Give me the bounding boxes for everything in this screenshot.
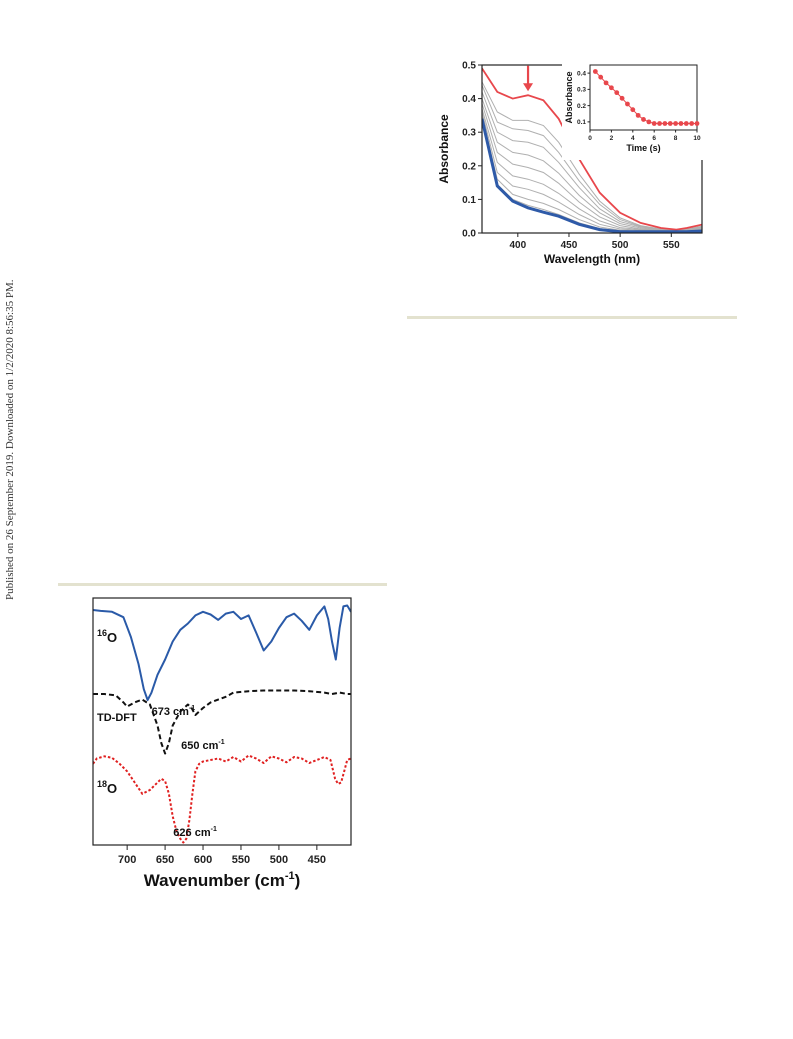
uv-y-axis-label: Absorbance [437, 114, 451, 184]
ir-x-tick-label: 450 [308, 854, 326, 866]
ir-x-tick-label: 600 [194, 854, 212, 866]
inset-data-point [625, 101, 630, 107]
download-stamp: Published on 26 September 2019. Download… [4, 279, 16, 600]
series-label-18o: 18O [97, 779, 117, 796]
uv-series-line-initial [482, 67, 702, 231]
inset-y-axis-label: Absorbance [564, 71, 574, 123]
uv-vis-plot-area: 400 450 500 550 0.0 0.1 0.2 0.3 0.4 0.5 [462, 61, 703, 251]
ir-spectrum-chart: 700 650 600 550 500 450 Wavenumber (cm-1) 16O… [92, 597, 352, 890]
uv-x-tick-label: 450 [561, 240, 578, 251]
inset-x-tick-label: 0 [588, 135, 592, 142]
inset-data-point [646, 119, 652, 125]
inset-data-point [673, 121, 678, 126]
decrease-arrow-icon [523, 83, 534, 92]
inset-frame [589, 64, 698, 131]
inset-data-point [603, 80, 609, 86]
inset-data-point [667, 121, 673, 126]
inset-x-tick-label: 2 [610, 135, 614, 142]
inset-data-point [630, 107, 636, 113]
inset-data-point [619, 95, 625, 101]
inset-data-point [694, 121, 700, 126]
uv-y-tick-label: 0.5 [462, 61, 476, 72]
inset-y-tick-label: 0.3 [577, 87, 586, 94]
kinetics-inset-chart: 0 2 4 6 8 10 0.1 0.2 0.3 0.4 [562, 59, 703, 160]
ir-series-line [93, 604, 351, 701]
inset-data-point [614, 90, 620, 96]
series-label-16o: 16O [97, 628, 117, 645]
peak-annotation-650: 650 cm-1 [181, 739, 225, 752]
inset-data-point [609, 85, 614, 91]
uv-y-tick-label: 0.3 [462, 128, 476, 139]
inset-x-tick-label: 6 [652, 135, 656, 142]
inset-data-point [598, 74, 604, 80]
inset-data-point [689, 121, 695, 126]
ir-x-tick-label: 550 [232, 854, 250, 866]
uv-y-tick-label: 0.4 [462, 94, 476, 105]
inset-x-tick-label: 8 [674, 135, 678, 142]
peak-annotation-626: 626 cm-1 [173, 826, 217, 839]
inset-data-point [657, 121, 662, 126]
inset-y-tick-label: 0.2 [577, 103, 586, 110]
inset-data-point [635, 112, 641, 118]
uv-y-tick-label: 0.1 [462, 195, 476, 206]
inset-data-point [651, 121, 657, 126]
section-divider [407, 316, 737, 319]
inset-x-axis-label: Time (s) [626, 143, 660, 153]
uv-x-tick-label: 550 [663, 240, 680, 251]
ir-plot-frame [92, 597, 352, 846]
inset-data-point [662, 121, 668, 126]
ir-x-tick-label: 700 [118, 854, 136, 866]
ir-series-line [93, 754, 351, 844]
inset-data-point [683, 121, 689, 126]
ir-series-line [93, 689, 351, 755]
inset-y-tick-label: 0.1 [577, 119, 586, 126]
uv-y-tick-label: 0.0 [462, 229, 476, 240]
inset-data-point [641, 117, 646, 122]
uv-vis-absorbance-chart: 400 450 500 550 0.0 0.1 0.2 0.3 0.4 0.5 0 2 4 6 8 10 0.… [437, 59, 703, 266]
ir-x-tick-label: 500 [270, 854, 288, 866]
ir-x-axis-label: Wavenumber (cm-1) [144, 870, 301, 890]
uv-x-tick-label: 400 [509, 240, 526, 251]
uv-x-tick-label: 500 [612, 240, 629, 251]
ir-plot-area: 700 650 600 550 500 450 [92, 597, 352, 866]
section-divider [58, 583, 387, 586]
inset-x-tick-label: 10 [693, 135, 701, 142]
inset-data-point [592, 69, 598, 74]
inset-x-tick-label: 4 [631, 135, 635, 142]
inset-y-tick-label: 0.4 [577, 70, 586, 77]
peak-annotation-673: 673 cm-1 [152, 705, 196, 718]
uv-x-axis-label: Wavelength (nm) [544, 252, 640, 266]
inset-data-point [678, 121, 684, 126]
series-label-td-dft: TD-DFT [97, 712, 137, 724]
uv-series-line-final [482, 118, 702, 233]
uv-y-tick-label: 0.2 [462, 161, 476, 172]
ir-x-tick-label: 650 [156, 854, 174, 866]
